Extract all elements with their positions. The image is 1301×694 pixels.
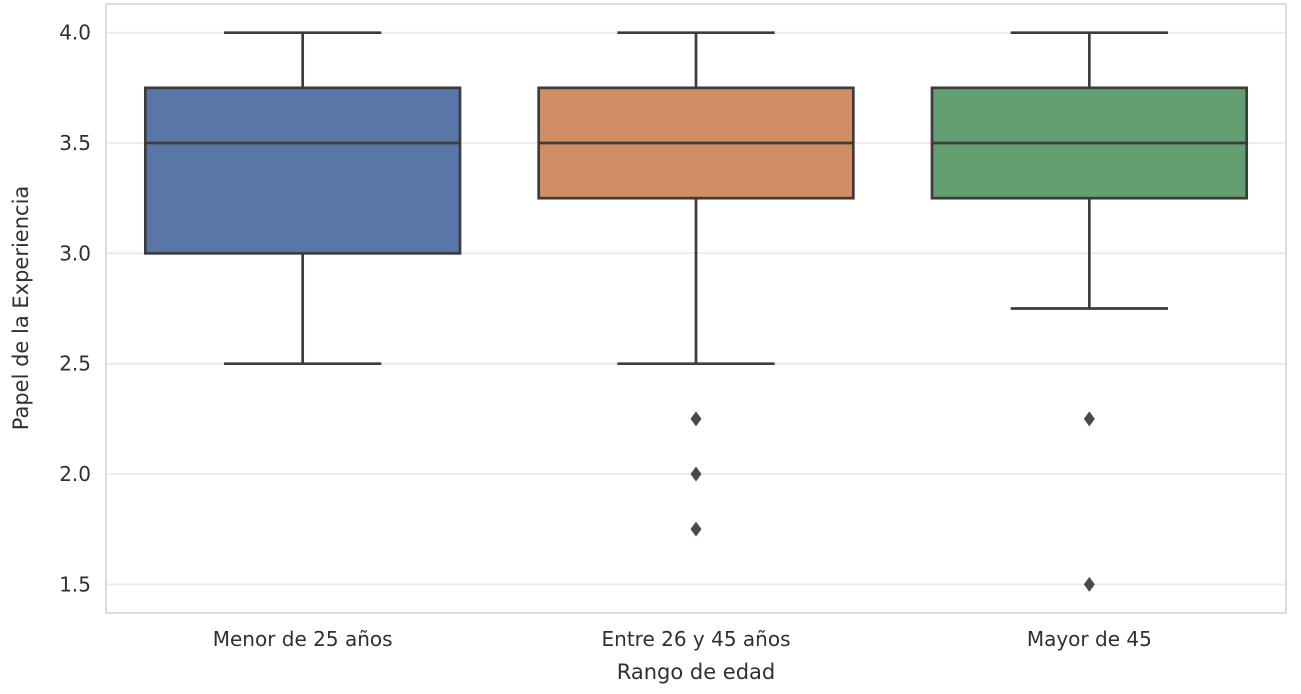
y-tick-label: 3.5 [59, 131, 91, 155]
y-axis-label: Papel de la Experiencia [9, 186, 33, 431]
y-tick-label: 1.5 [59, 572, 91, 596]
y-tick-label: 4.0 [59, 21, 91, 45]
y-tick-label: 2.0 [59, 462, 91, 486]
box-group [930, 31, 1249, 592]
x-tick-label: Entre 26 y 45 años [602, 627, 791, 651]
y-tick-label: 3.0 [59, 241, 91, 265]
outlier-point [690, 466, 702, 482]
x-tick-label: Mayor de 45 [1027, 627, 1152, 651]
x-axis-label: Rango de edad [617, 660, 776, 684]
tick-layer: 1.5 2.0 2.5 3.0 3.5 4.0 Menor de 25 años Entre … [59, 21, 1152, 651]
outlier-point [1083, 411, 1095, 427]
outlier-point [1083, 576, 1095, 592]
y-tick-label: 2.5 [59, 352, 91, 376]
box-group [143, 31, 462, 366]
iqr-box [143, 86, 462, 255]
outlier-point [690, 411, 702, 427]
box-layer [143, 31, 1249, 592]
x-tick-label: Menor de 25 años [213, 627, 393, 651]
outlier-point [690, 521, 702, 537]
box-group [537, 31, 855, 537]
plot-spine [105, 3, 1287, 614]
